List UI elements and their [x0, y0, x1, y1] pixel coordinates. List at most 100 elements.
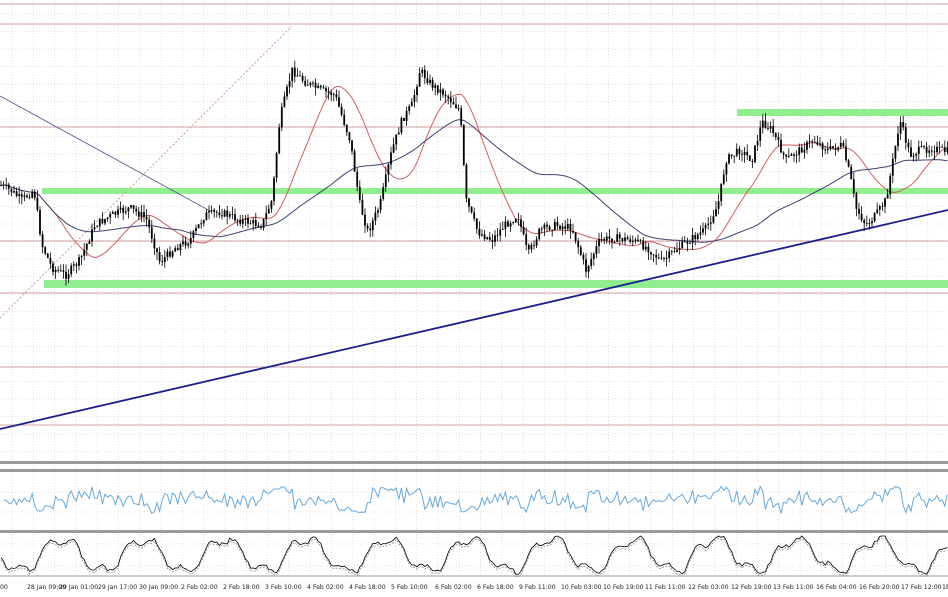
candle-body: [164, 257, 166, 262]
candle-body: [580, 247, 582, 255]
candle-body: [255, 220, 257, 225]
candle-body: [624, 237, 626, 240]
panel-separators: [0, 461, 948, 576]
stochastic-k: [1, 536, 947, 574]
candle-body: [876, 210, 878, 213]
candle-body: [252, 220, 254, 223]
candle-body: [411, 102, 413, 106]
candle-body: [143, 212, 145, 217]
candle-body: [104, 219, 106, 223]
candle-body: [229, 214, 231, 217]
candle-body: [325, 88, 327, 91]
candle-body: [37, 198, 39, 210]
candle-body: [577, 241, 579, 247]
candle-body: [494, 235, 496, 241]
candle-body: [151, 227, 153, 238]
x-tick-label: 11 Feb 11:00: [645, 584, 686, 591]
candle-body: [380, 199, 382, 210]
candle-body: [609, 237, 611, 239]
candle-body: [658, 258, 660, 259]
candle-body: [187, 244, 189, 246]
candle-body: [819, 143, 821, 144]
candle-body: [91, 229, 93, 241]
candle-body: [247, 218, 249, 224]
candle-body: [174, 248, 176, 252]
candle-body: [96, 226, 98, 227]
candle-body: [447, 96, 449, 98]
candle-body: [463, 125, 465, 165]
candle-body: [39, 210, 41, 234]
candle-body: [671, 251, 673, 252]
candle-body: [148, 220, 150, 228]
candle-body: [328, 91, 330, 92]
candle-body: [650, 252, 652, 254]
candle-body: [785, 155, 787, 157]
candle-body: [889, 176, 891, 194]
candle-body: [304, 81, 306, 86]
candle-body: [281, 107, 283, 128]
candle-body: [759, 128, 761, 141]
x-tick-label: 6 Feb 18:00: [477, 584, 514, 591]
candle-body: [564, 226, 566, 229]
candle-body: [172, 252, 174, 257]
candle-body: [466, 165, 468, 198]
candle-body: [892, 159, 894, 176]
candle-body: [913, 156, 915, 157]
candle-body: [203, 220, 205, 223]
candle-body: [315, 83, 317, 88]
candle-body: [86, 244, 88, 250]
candle-body: [562, 226, 564, 229]
candle-body: [510, 223, 512, 227]
x-tick-label: 12 Feb 19:00: [731, 584, 772, 591]
candle-body: [232, 214, 234, 215]
support-resistance-zones: [42, 109, 948, 288]
candle-body: [44, 247, 46, 253]
candle-body: [736, 149, 738, 156]
candle-body: [403, 118, 405, 121]
candle-body: [177, 248, 179, 250]
candle-body: [21, 194, 23, 197]
candle-body: [642, 241, 644, 250]
x-tick-label: 12 Feb 03:00: [688, 584, 729, 591]
candle-body: [593, 254, 595, 259]
candle-body: [822, 143, 824, 149]
candle-body: [369, 228, 371, 230]
candle-body: [385, 174, 387, 187]
candle-body: [809, 141, 811, 142]
candle-body: [406, 111, 408, 121]
candle-body: [47, 254, 49, 258]
candle-body: [440, 90, 442, 93]
candle-body: [341, 107, 343, 115]
candle-body: [804, 150, 806, 153]
candle-body: [265, 213, 267, 219]
candle-body: [273, 178, 275, 201]
candle-body: [780, 140, 782, 153]
candle-body: [879, 206, 881, 209]
candle-body: [120, 208, 122, 210]
candle-body: [156, 248, 158, 252]
x-tick-label: 10 Feb 03:00: [561, 584, 602, 591]
panel-separator: [0, 469, 948, 472]
candle-body: [468, 198, 470, 206]
candle-body: [382, 187, 384, 199]
candle-body: [632, 241, 634, 242]
candle-body: [515, 219, 517, 222]
x-tick-label: 29 Jan 17:00: [98, 584, 137, 591]
candle-body: [284, 96, 286, 106]
candle-body: [276, 153, 278, 178]
candle-body: [419, 73, 421, 87]
candle-body: [182, 242, 184, 245]
x-tick-label: 29 Jan 01:00: [59, 584, 98, 591]
candle-body: [796, 155, 798, 156]
candle-body: [76, 264, 78, 265]
candle-body: [616, 234, 618, 242]
candle-body: [310, 83, 312, 85]
candle-body: [486, 237, 488, 239]
candle-body: [169, 252, 171, 257]
candle-body: [806, 142, 808, 150]
candle-body: [83, 250, 85, 256]
candle-body: [824, 149, 826, 150]
candle-body: [512, 222, 514, 223]
